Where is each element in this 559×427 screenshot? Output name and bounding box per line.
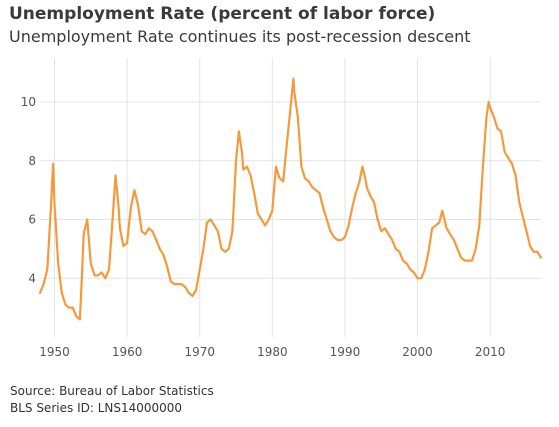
x-tick-label: 2010 xyxy=(475,345,506,359)
chart-subtitle: Unemployment Rate continues its post-rec… xyxy=(9,27,471,46)
chart-title: Unemployment Rate (percent of labor forc… xyxy=(9,4,436,24)
x-tick-label: 1960 xyxy=(112,345,143,359)
unemployment-rate-line xyxy=(38,77,543,321)
series-group xyxy=(38,77,543,321)
source-note: Source: Bureau of Labor Statistics xyxy=(10,384,214,398)
x-tick-label: 1950 xyxy=(39,345,70,359)
series-id-note: BLS Series ID: LNS14000000 xyxy=(10,401,183,415)
y-tick-label: 4 xyxy=(28,271,36,285)
x-tick-label: 1970 xyxy=(184,345,215,359)
x-tick-label: 2000 xyxy=(402,345,433,359)
x-tick-label: 1980 xyxy=(257,345,288,359)
x-axis: 1950 1960 1970 1980 1990 2000 2010 xyxy=(39,345,505,359)
y-tick-label: 6 xyxy=(28,213,36,227)
y-tick-label: 8 xyxy=(28,154,36,168)
x-tick-label: 1990 xyxy=(330,345,361,359)
y-tick-label: 10 xyxy=(21,95,36,109)
y-axis: 4 6 8 10 xyxy=(21,95,36,285)
